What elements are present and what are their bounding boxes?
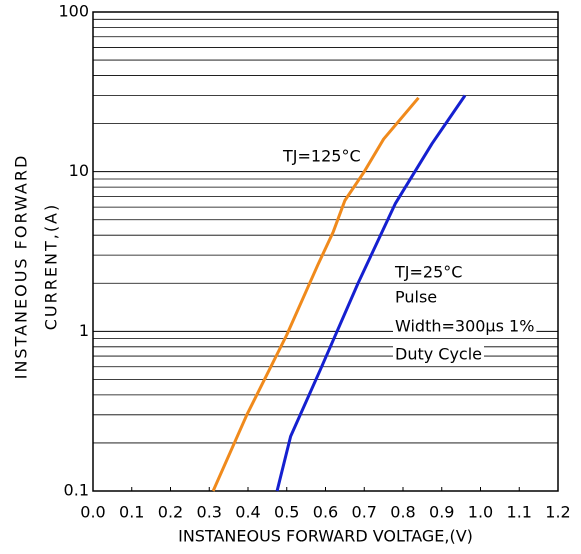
x-tick-label: 0.4 (235, 503, 260, 522)
x-tick-label: 1.1 (507, 503, 532, 522)
x-tick-label: 1.2 (545, 503, 570, 522)
annotation-background (392, 262, 465, 282)
annotation-background (393, 316, 537, 336)
x-tick-label: 0.7 (352, 503, 377, 522)
y-tick-label: 10 (69, 161, 89, 180)
x-tick-label: 0.1 (119, 503, 144, 522)
annotation: TJ=125°C (282, 147, 361, 166)
x-tick-label: 0.6 (313, 503, 338, 522)
data-line (275, 94, 467, 492)
x-tick-label: 0.5 (274, 503, 299, 522)
x-tick-label: 0.0 (80, 503, 105, 522)
annotation: Pulse (395, 288, 437, 307)
annotation: Width=300µs 1% (395, 317, 534, 336)
y-tick-label: 0.1 (64, 481, 89, 500)
y-axis-label: CURRENT,(A) (42, 203, 61, 330)
annotation: TJ=25°C (394, 263, 462, 282)
data-line (211, 96, 420, 492)
y-axis-label: INSTANEOUS FORWARD (12, 154, 31, 380)
x-tick-label: 0.3 (197, 503, 222, 522)
x-tick-label: 1.0 (468, 503, 493, 522)
plot-frame (92, 11, 559, 492)
annotation: Duty Cycle (395, 345, 482, 364)
x-tick-label: 0.8 (390, 503, 415, 522)
annotation-background (393, 287, 440, 307)
annotation-background (280, 146, 363, 166)
x-axis-label: INSTANEOUS FORWARD VOLTAGE,(V) (178, 527, 473, 546)
x-tick-label: 0.9 (429, 503, 454, 522)
x-tick-label: 0.2 (158, 503, 183, 522)
y-tick-label: 1 (79, 321, 89, 340)
annotation-background (393, 344, 485, 364)
y-tick-label: 100 (58, 2, 89, 21)
